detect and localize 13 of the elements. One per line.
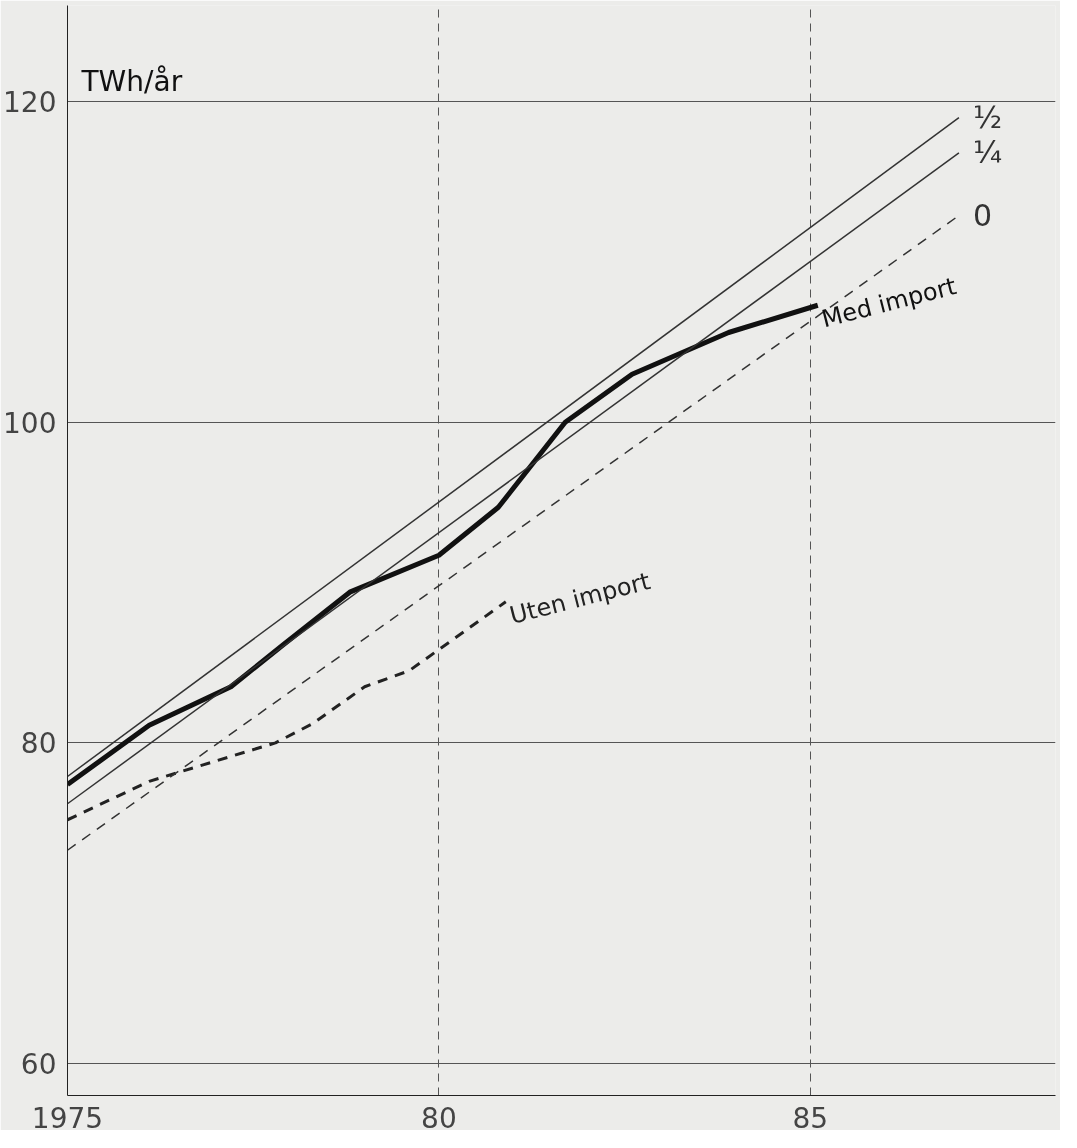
y-tick-label: 60 [20, 1047, 57, 1081]
y-tick-label: 80 [20, 727, 57, 761]
x-tick-label: 1975 [31, 1101, 104, 1135]
series-label: 0 [972, 198, 993, 234]
x-tick-label: 80 [421, 1101, 457, 1135]
text: Uten import [506, 567, 654, 630]
text: Med import [818, 272, 960, 334]
y-tick-label: 100 [3, 406, 57, 440]
y-axis-title: TWh/år [80, 64, 183, 98]
x-tick-label: 85 [792, 1101, 829, 1135]
y-tick-label: 120 [3, 86, 57, 120]
series-label: ¼ [972, 135, 1003, 171]
series-label: ½ [972, 100, 1003, 136]
